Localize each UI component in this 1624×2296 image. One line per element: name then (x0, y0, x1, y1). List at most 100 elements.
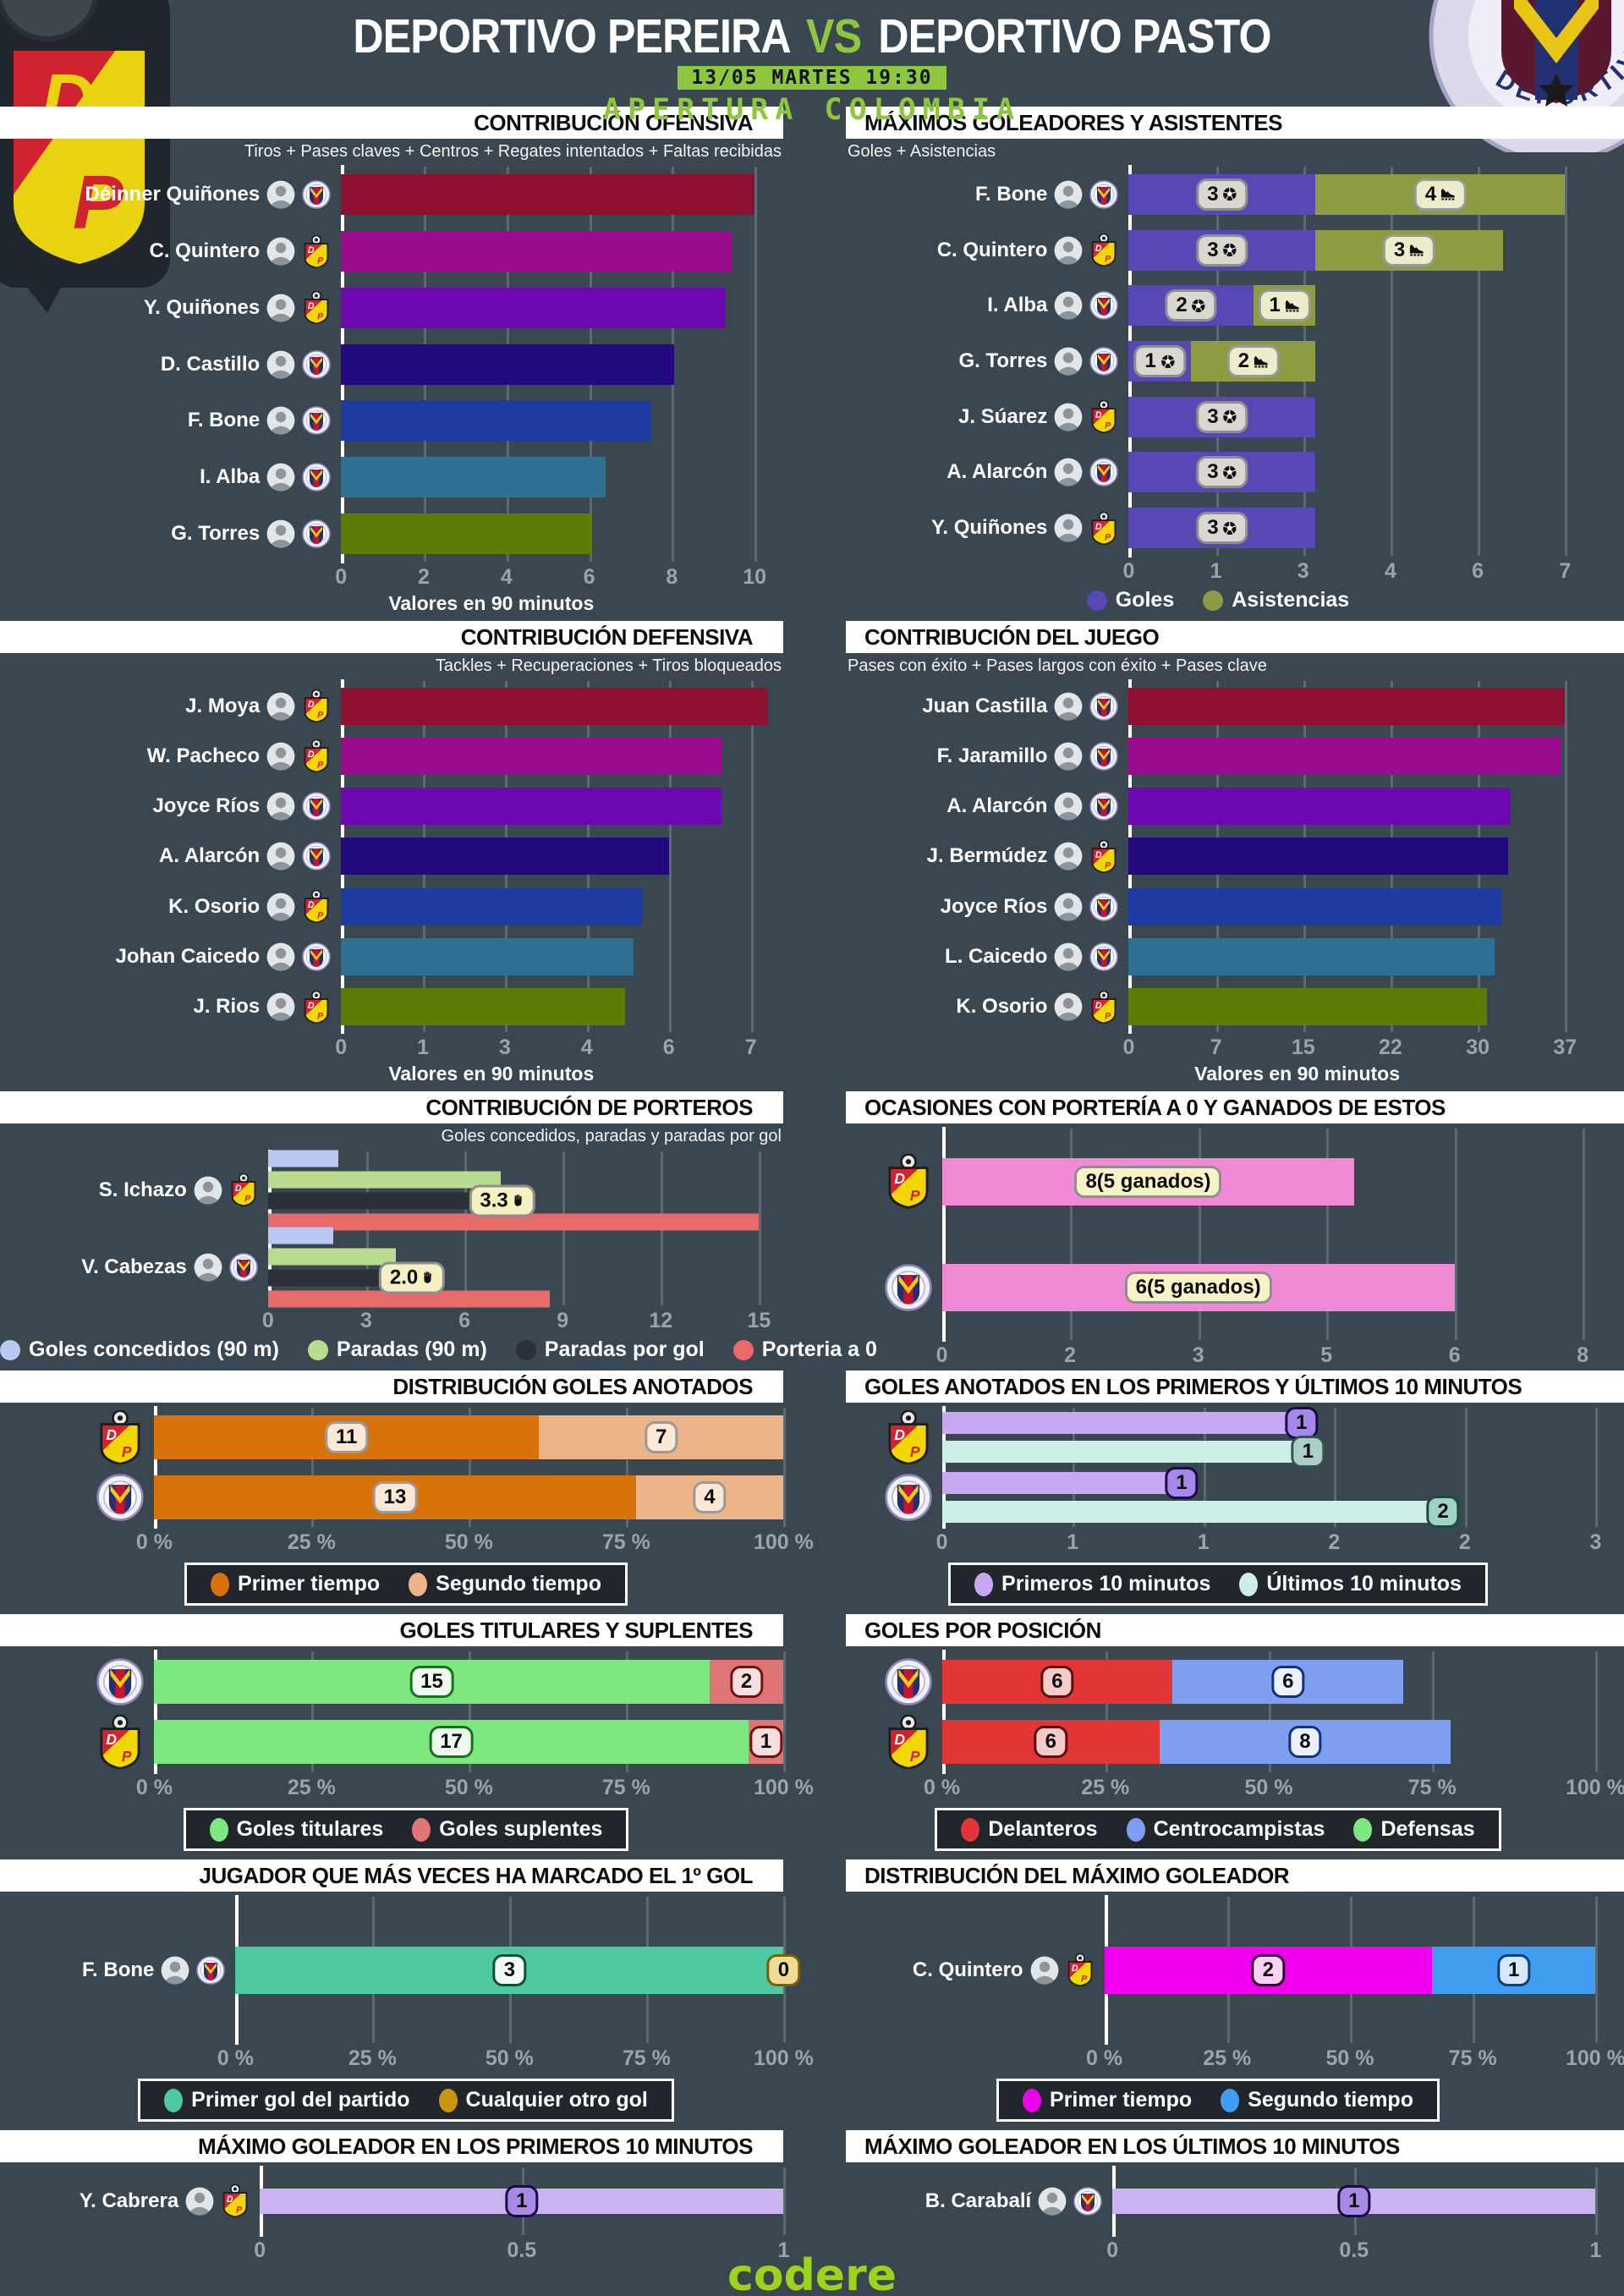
legend-item: Goles concedidos (90 m) (0, 1338, 279, 1362)
tick-label: 0 % (217, 2046, 254, 2070)
legend-label: Goles titulares (236, 1817, 384, 1841)
chart-row: Déinner Quiñones (0, 167, 812, 223)
bar (341, 174, 755, 216)
player-avatar (161, 1956, 189, 1985)
legend-label: Defensas (1380, 1817, 1475, 1841)
tick-label: 0 % (135, 1776, 173, 1799)
section-goles-titulares: GOLES TITULARES Y SUPLENTES 15 2 D P 17 1 0 % 25… (0, 1614, 814, 1859)
svg-text:P: P (317, 911, 324, 921)
bar (267, 1171, 501, 1188)
player-avatar (266, 463, 295, 492)
value-chip: 6 (1271, 1665, 1305, 1698)
bar (1128, 687, 1566, 725)
tick-label: 6 (583, 565, 595, 589)
value-chip: 3 (1382, 233, 1436, 266)
pasto-crest-icon (1089, 291, 1119, 321)
chart-row: F. Bone 3 0 (0, 1897, 812, 2043)
pereira-crest-icon: DP (304, 689, 329, 723)
value-chip: 6 (1040, 1665, 1074, 1698)
section-title: DISTRIBUCIÓN DEL MÁXIMO GOLEADOR (846, 1859, 1624, 1892)
axis-zero-line (941, 1650, 946, 1774)
chart-row: A. Alarcón (812, 782, 1624, 832)
tick-label: 3 (1297, 559, 1309, 583)
gridline (783, 1408, 787, 1527)
tick-label: 75 % (1407, 1776, 1457, 1799)
axis-ticks: 0 % 25 % 50 % 75 % 100 % (217, 2046, 814, 2074)
tick-label: 15 (1291, 1035, 1315, 1059)
player-name: J. Bermúdez (926, 844, 1048, 868)
player-name: K. Osorio (956, 995, 1048, 1019)
svg-text:D: D (1095, 244, 1102, 254)
chart-dist_max: C. Quintero D P 2 1 (812, 1895, 1624, 2045)
tick-label: 3 (1192, 1343, 1204, 1367)
player-avatar (1054, 180, 1083, 209)
value-chip: 2 (729, 1665, 764, 1698)
chart-row: C. Quintero D P 2 1 (812, 1897, 1624, 2043)
value-chip: 1 (749, 1726, 783, 1759)
chart-row: F. Jaramillo (812, 731, 1624, 781)
svg-text:D: D (235, 1184, 242, 1194)
soccer-ball-icon (1160, 354, 1175, 368)
tick-label: 50 % (485, 2046, 534, 2070)
tick-label: 0 (254, 2238, 266, 2262)
player-avatar (266, 742, 295, 771)
chart-row: G. Torres (0, 505, 812, 562)
tick-label: 0 % (135, 1530, 173, 1554)
player-avatar (1054, 459, 1083, 487)
player-name: G. Torres (958, 349, 1048, 373)
svg-text:D: D (308, 245, 315, 255)
player-avatar (1054, 403, 1083, 431)
section-title: MÁXIMOS GOLEADORES Y ASISTENTES (846, 107, 1624, 139)
tick-label: 0 (1122, 1035, 1135, 1059)
player-avatar (1054, 992, 1083, 1022)
legend-item: Defensas (1353, 1817, 1475, 1842)
player-name: I. Alba (200, 464, 261, 488)
legend-item: Primer tiempo (1023, 2088, 1192, 2112)
player-name: A. Alarcón (159, 844, 261, 868)
pasto-crest-icon (1089, 458, 1119, 487)
player-avatar (1030, 1956, 1058, 1985)
player-name: W. Pacheco (146, 744, 261, 767)
bar (341, 400, 651, 442)
player-avatar (1038, 2187, 1067, 2216)
legend-label: Centrocampistas (1153, 1817, 1325, 1841)
value-chip: 3 (1196, 233, 1248, 266)
gridline (668, 681, 672, 1032)
tick-label: 75 % (622, 2046, 671, 2070)
legend-item: Primeros 10 minutos (974, 1572, 1210, 1596)
svg-text:P: P (317, 711, 324, 721)
svg-text:P: P (1106, 860, 1112, 871)
axis-ticks: 0 7 15 22 30 37 (1122, 1035, 1595, 1063)
pereira-crest-icon: DP (231, 1173, 256, 1207)
player-name: J. Moya (185, 694, 261, 717)
value-chip: 4 (693, 1480, 727, 1513)
legend-item: Asistencias (1203, 588, 1349, 612)
section-contribucion-defensiva: CONTRIBUCIÓN DEFENSIVA Tackles + Recupera… (0, 621, 812, 1091)
bar (1128, 988, 1488, 1026)
value-chip: 2 (1426, 1495, 1460, 1528)
svg-text:P: P (317, 1011, 324, 1021)
player-name: A. Alarcón (946, 794, 1048, 818)
bar (341, 343, 674, 385)
chart-row: I. Alba (0, 449, 812, 506)
chart-row: F. Bone 3 4 (812, 167, 1624, 222)
value-chip: 4 (1413, 178, 1468, 211)
legend-label: Asistencias (1232, 588, 1350, 612)
chart-max_ultimos: B. Carabalí 1 (812, 2166, 1624, 2237)
section-subtitle: Pases con éxito + Pases largos con éxito… (848, 656, 1267, 675)
chart-row: D P 8(5 ganados) (812, 1129, 1624, 1234)
player-avatar (266, 350, 295, 379)
axis-ticks: 0 3 6 9 12 15 (262, 1309, 784, 1336)
svg-text:D: D (308, 700, 315, 710)
legend-item: Goles suplentes (412, 1817, 602, 1842)
bar (1128, 938, 1495, 976)
gridline (759, 1151, 762, 1305)
player-avatar (266, 893, 295, 921)
tick-label: 0 (1122, 559, 1135, 583)
tick-label: 4 (1384, 559, 1396, 583)
tick-label: 25 % (1081, 1776, 1130, 1799)
player-name: S. Ichazo (98, 1178, 187, 1201)
legend-dot (409, 1572, 428, 1596)
boot-icon (1285, 299, 1299, 312)
